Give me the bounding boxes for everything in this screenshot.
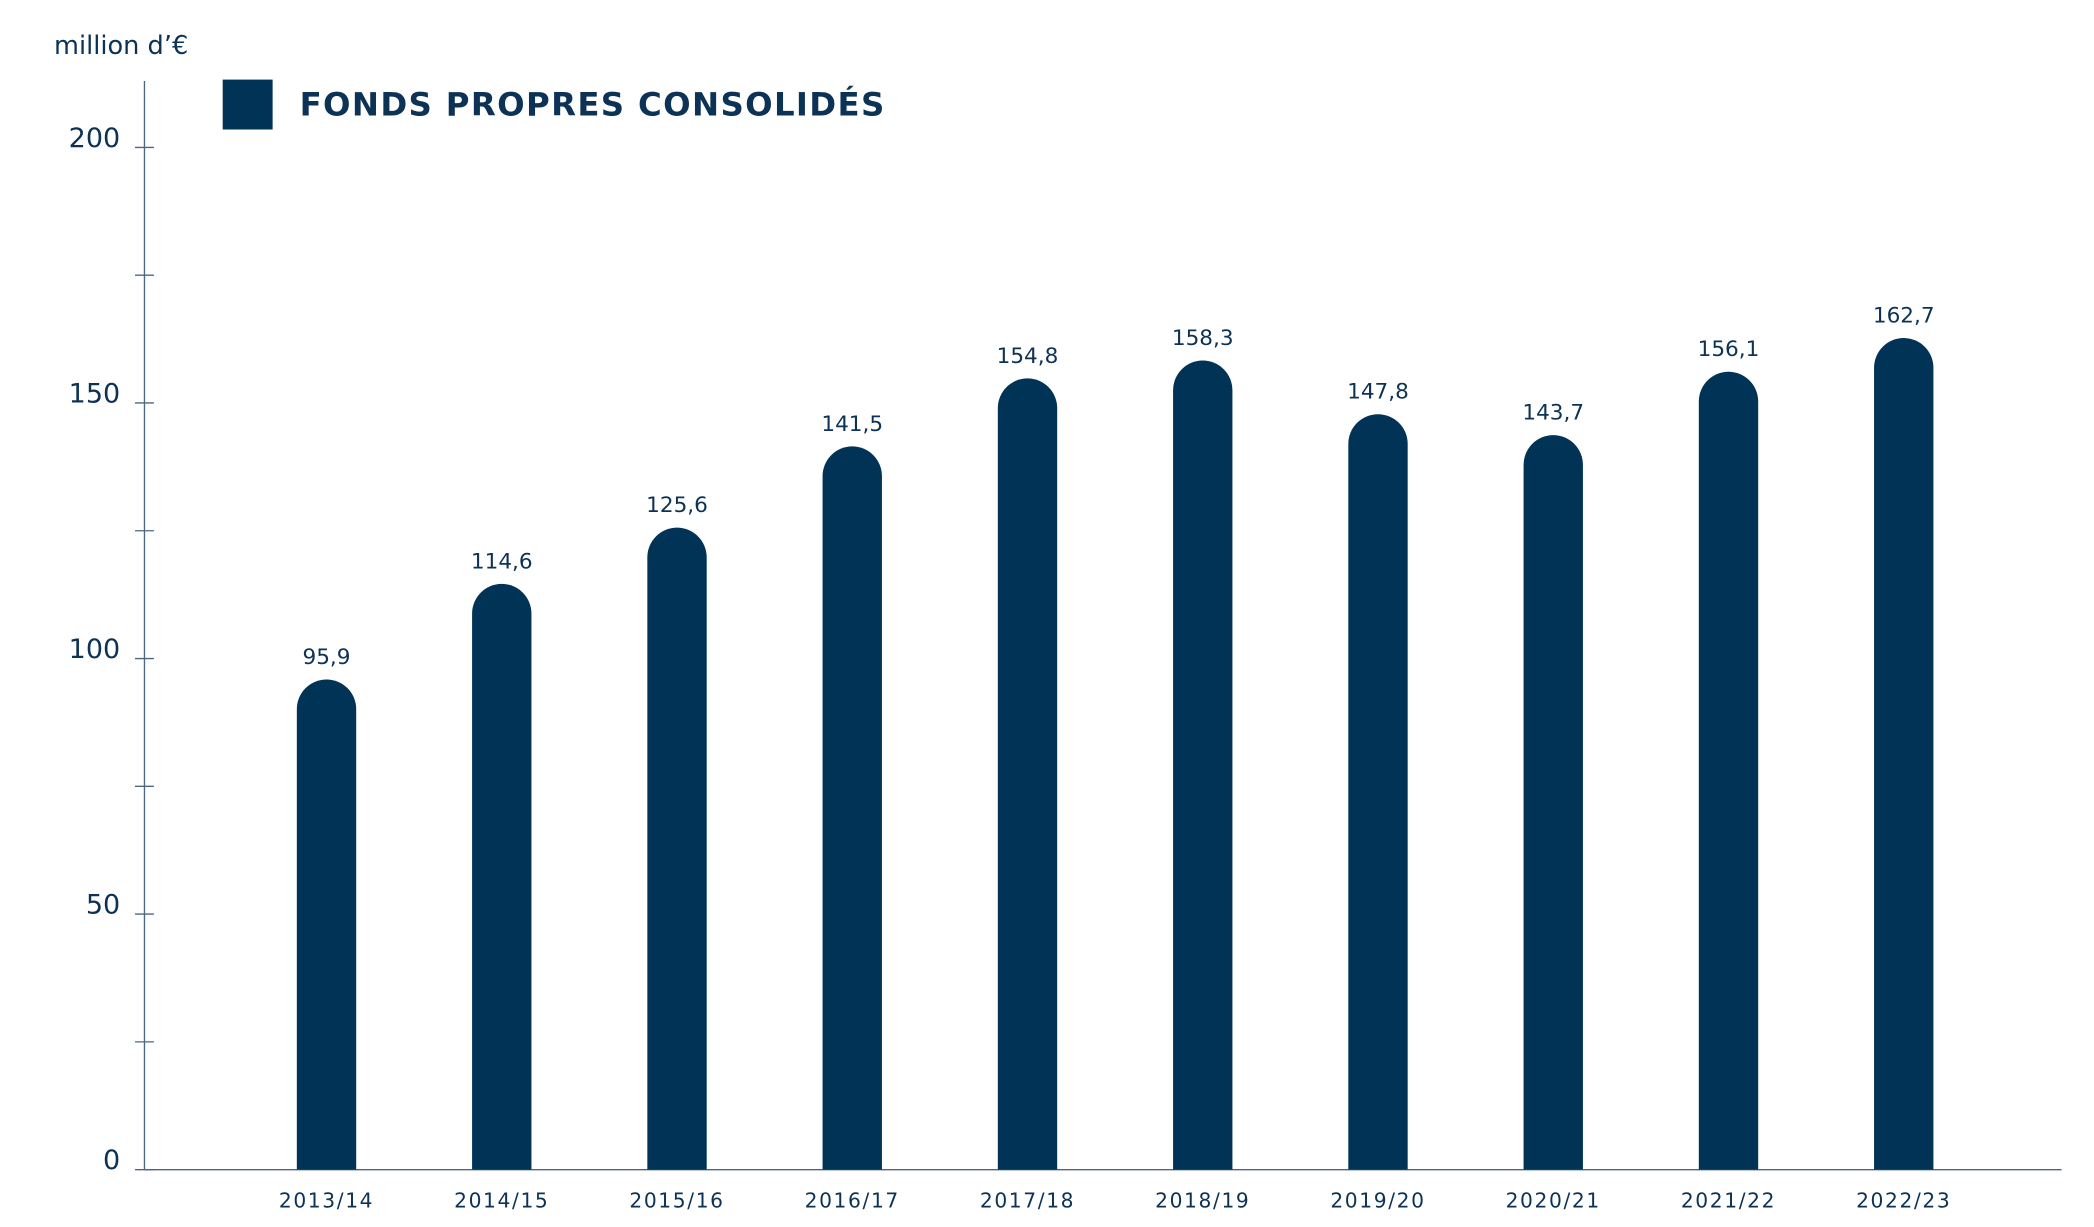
- bar: [647, 527, 707, 1170]
- bar: [296, 679, 357, 1170]
- y-tick-label: 100: [69, 634, 120, 665]
- value-label: 156,1: [1698, 337, 1760, 362]
- bar: [997, 378, 1058, 1170]
- x-tick-label: 2013/14: [279, 1189, 374, 1213]
- bar: [822, 446, 882, 1170]
- x-tick-label: 2020/21: [1506, 1189, 1601, 1213]
- bar: [472, 583, 532, 1170]
- bar: [1698, 371, 1759, 1170]
- bar: [1173, 360, 1233, 1170]
- legend-swatch: [222, 79, 273, 130]
- x-tick-label: 2015/16: [629, 1189, 724, 1213]
- value-label: 114,6: [471, 549, 533, 574]
- x-tick-label: 2021/22: [1681, 1189, 1776, 1213]
- value-label: 95,9: [302, 645, 350, 670]
- x-tick-label: 2022/23: [1856, 1189, 1951, 1213]
- value-label: 141,5: [821, 412, 883, 437]
- y-tick-label: 150: [69, 378, 120, 409]
- legend-label: FONDS PROPRES CONSOLIDÉS: [300, 86, 886, 124]
- y-tick-label: 200: [69, 123, 120, 154]
- value-label: 154,8: [997, 344, 1059, 369]
- x-tick-label: 2019/20: [1330, 1189, 1425, 1213]
- y-axis-label: million d’€: [54, 31, 188, 61]
- x-tick-label: 2014/15: [454, 1189, 549, 1213]
- value-label: 158,3: [1172, 326, 1234, 351]
- value-label: 125,6: [646, 493, 708, 518]
- y-tick-label: 0: [103, 1145, 120, 1176]
- bar: [1348, 414, 1408, 1170]
- x-tick-label: 2018/19: [1155, 1189, 1250, 1213]
- value-label: 162,7: [1873, 303, 1935, 328]
- bar: [1874, 338, 1934, 1170]
- value-label: 143,7: [1522, 401, 1584, 426]
- y-tick-label: 50: [86, 890, 120, 921]
- x-tick-label: 2016/17: [805, 1189, 900, 1213]
- bar: [1523, 435, 1583, 1170]
- value-label: 147,8: [1347, 380, 1409, 405]
- x-tick-label: 2017/18: [980, 1189, 1075, 1213]
